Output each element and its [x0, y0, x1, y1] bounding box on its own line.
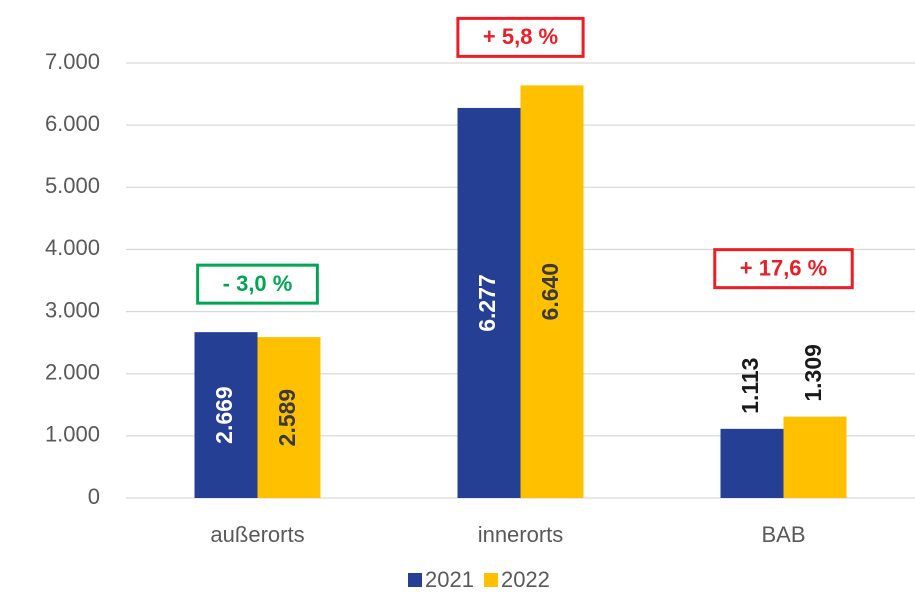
legend-label: 2022 — [501, 567, 550, 592]
y-tick-label: 3.000 — [45, 297, 100, 322]
value-label: 2.589 — [274, 389, 300, 447]
legend-swatch — [483, 573, 498, 587]
y-tick-label: 7.000 — [45, 49, 100, 74]
bar — [194, 332, 258, 498]
bar — [457, 107, 521, 498]
y-tick-label: 0 — [88, 484, 100, 509]
x-tick-label: BAB — [761, 522, 805, 547]
annotation-text: + 17,6 % — [740, 255, 827, 280]
x-tick-label: innerorts — [478, 522, 564, 547]
bar — [720, 428, 784, 498]
value-label: 6.277 — [474, 274, 500, 332]
y-tick-label: 4.000 — [45, 235, 100, 260]
x-tick-label: außerorts — [210, 522, 304, 547]
value-label: 2.669 — [211, 386, 237, 444]
y-tick-label: 2.000 — [45, 360, 100, 385]
legend-label: 2021 — [425, 567, 474, 592]
value-label: 1.309 — [800, 344, 826, 402]
legend-swatch — [408, 573, 422, 587]
annotation-box — [456, 16, 585, 58]
annotation: + 17,6 % — [713, 248, 854, 290]
y-tick-label: 6.000 — [45, 111, 100, 136]
bar — [520, 85, 584, 498]
value-label: 1.113 — [737, 358, 763, 414]
annotation-box — [713, 248, 854, 290]
annotation-box — [196, 263, 319, 305]
y-tick-label: 1.000 — [45, 422, 100, 447]
annotation: - 3,0 % — [196, 263, 319, 305]
annotation-text: - 3,0 % — [223, 271, 293, 296]
annotation: + 5,8 % — [456, 16, 585, 58]
bar — [783, 416, 847, 498]
value-label: 6.640 — [537, 263, 563, 321]
bar — [257, 337, 321, 498]
y-tick-label: 5.000 — [45, 173, 100, 198]
annotation-text: + 5,8 % — [483, 24, 558, 49]
